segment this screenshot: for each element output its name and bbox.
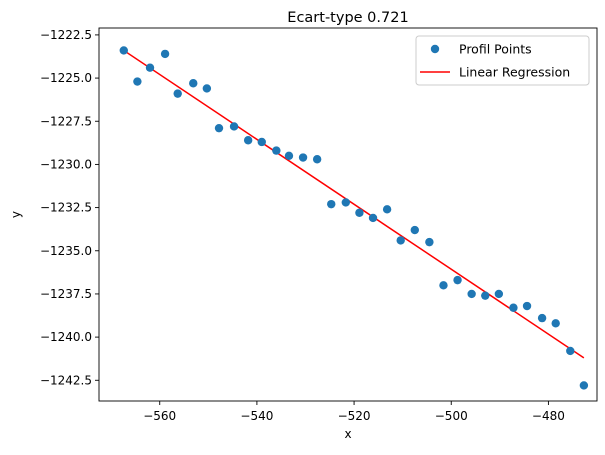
data-point: [119, 46, 128, 55]
data-point: [257, 137, 266, 147]
data-point: [189, 79, 198, 88]
data-point: [133, 77, 142, 86]
legend-frame: [415, 35, 590, 86]
y-axis-title: y: [9, 211, 23, 218]
y-tick-label: −1232.5: [40, 201, 92, 215]
data-point: [312, 155, 322, 164]
plot-area: [98, 27, 598, 402]
data-point: [439, 281, 448, 290]
y-tick-label: −1235.0: [40, 244, 92, 258]
x-axis-ticks: −560 −540 −520 −500 −480: [143, 401, 565, 423]
data-point: [494, 289, 504, 299]
y-tick-label: −1242.5: [40, 373, 92, 387]
data-point: [566, 346, 575, 356]
data-point: [243, 136, 253, 145]
y-tick-label: −1225.0: [40, 71, 92, 85]
data-point: [341, 198, 351, 207]
data-point: [298, 153, 308, 162]
data-point: [327, 199, 336, 209]
data-point: [160, 49, 170, 59]
data-point: [467, 289, 476, 299]
data-point: [453, 275, 462, 285]
data-point: [229, 122, 239, 131]
data-point: [481, 291, 490, 300]
chart-title: Ecart-type 0.721: [287, 10, 408, 26]
legend-marker-profil-points: [430, 44, 440, 54]
data-point: [425, 237, 434, 247]
x-tick-label: −500: [435, 409, 468, 423]
legend-label-linear-regression: Linear Regression: [459, 65, 570, 80]
data-point: [272, 146, 281, 155]
data-point: [214, 123, 224, 133]
y-tick-label: −1237.5: [40, 287, 92, 301]
data-point: [145, 63, 155, 72]
data-point: [509, 303, 518, 312]
data-point: [173, 89, 182, 98]
data-point: [368, 213, 378, 223]
axes-frame: [98, 27, 598, 402]
y-axis-ticks: −1222.5 −1225.0 −1227.5 −1230.0 −1232.5 −1235…: [40, 28, 99, 387]
y-tick-label: −1222.5: [40, 28, 92, 42]
data-point: [382, 205, 392, 214]
y-tick-label: −1230.0: [40, 157, 92, 171]
x-tick-label: −480: [532, 409, 565, 423]
data-point: [396, 236, 405, 245]
regression-line: [123, 49, 585, 359]
data-point: [579, 381, 589, 390]
x-axis-title: x: [344, 427, 351, 441]
data-point: [551, 319, 560, 328]
data-point: [410, 225, 420, 235]
y-tick-label: −1227.5: [40, 114, 92, 128]
data-point: [284, 151, 294, 160]
data-point: [537, 313, 547, 323]
x-tick-label: −560: [143, 409, 176, 423]
data-point: [355, 208, 364, 217]
legend-label-profil-points: Profil Points: [459, 42, 532, 57]
x-tick-label: −520: [338, 409, 371, 423]
data-point: [202, 84, 212, 93]
legend: Profil Points Linear Regression: [415, 35, 590, 86]
data-point: [522, 301, 532, 311]
x-tick-label: −540: [240, 409, 273, 423]
y-tick-label: −1240.0: [40, 330, 92, 344]
